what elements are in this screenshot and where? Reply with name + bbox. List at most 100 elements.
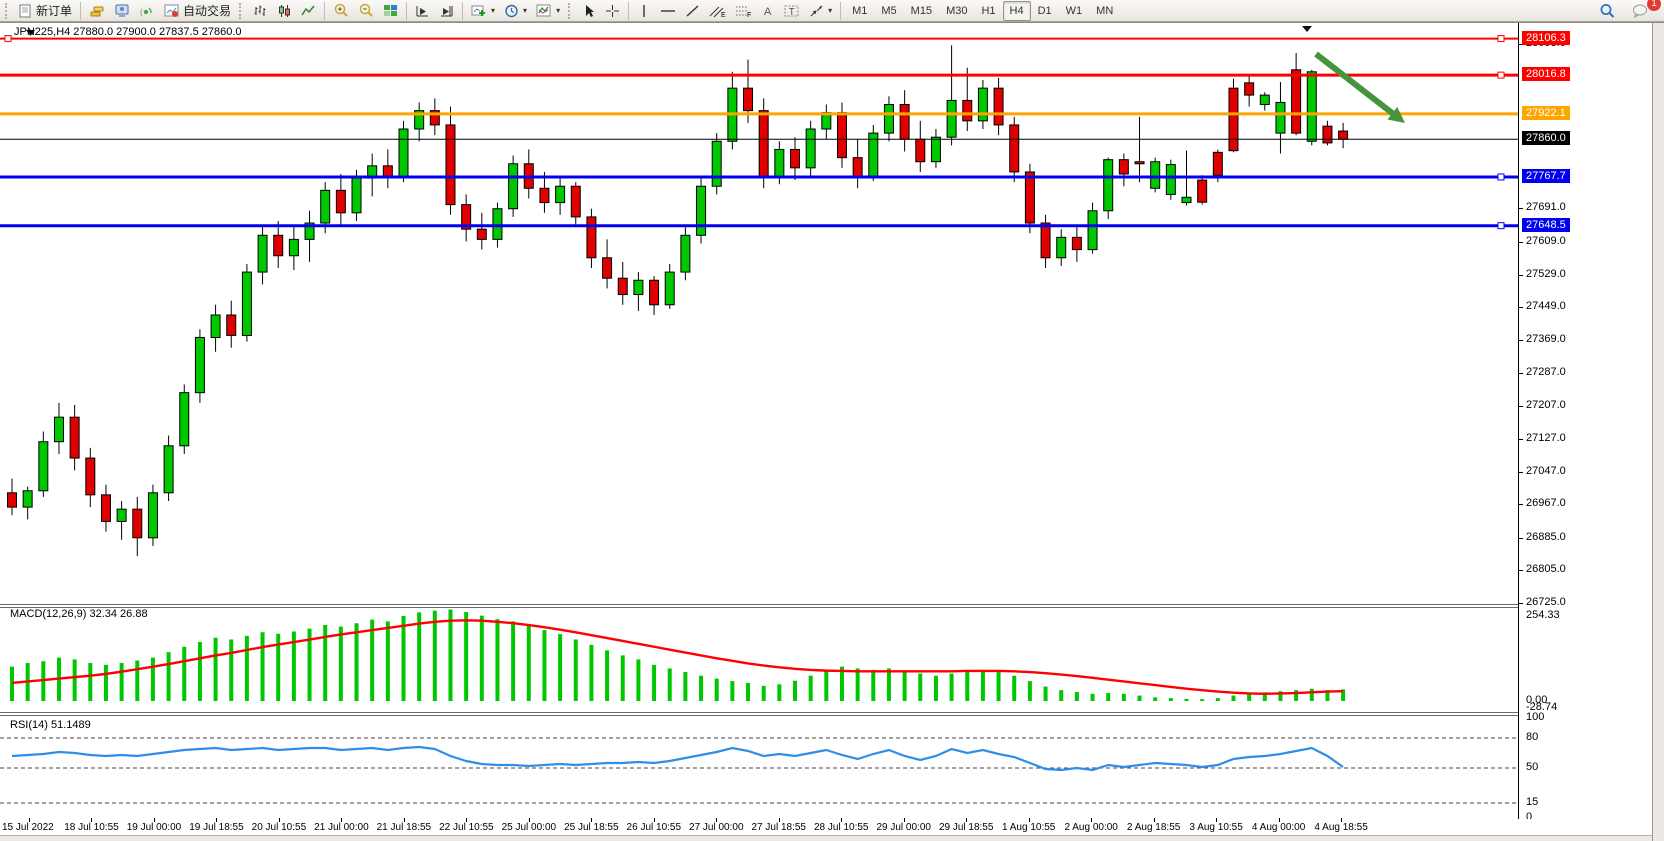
candle[interactable] <box>1181 196 1192 204</box>
candle[interactable] <box>743 87 754 112</box>
candle[interactable] <box>1322 125 1333 144</box>
candle[interactable] <box>476 228 487 240</box>
candle[interactable] <box>414 110 425 130</box>
candle[interactable] <box>22 490 33 508</box>
candle[interactable] <box>946 99 957 138</box>
text-tool-button[interactable]: A <box>757 1 779 21</box>
indicators-button[interactable]: ▾ <box>532 1 564 21</box>
line-handle[interactable] <box>1497 222 1505 230</box>
candle[interactable] <box>163 445 174 494</box>
candle[interactable] <box>758 110 769 177</box>
candle[interactable] <box>883 103 894 134</box>
candle[interactable] <box>1212 151 1223 176</box>
candle[interactable] <box>555 185 566 204</box>
line-handle[interactable] <box>1497 173 1505 181</box>
candle[interactable] <box>993 87 1004 126</box>
tile-windows-button[interactable] <box>379 1 402 21</box>
chart-window[interactable]: JPN225,H4 27880.0 27900.0 27837.5 27860.… <box>0 22 1664 841</box>
timeframe-button-mn[interactable]: MN <box>1096 4 1114 17</box>
candle[interactable] <box>617 277 628 296</box>
candle[interactable] <box>194 336 205 394</box>
candle[interactable] <box>852 157 863 177</box>
candle[interactable] <box>1103 159 1114 212</box>
crosshair-tool-button[interactable] <box>601 1 624 21</box>
candle[interactable] <box>570 185 581 218</box>
candle[interactable] <box>962 99 973 122</box>
candle[interactable] <box>790 148 800 169</box>
candle[interactable] <box>1071 236 1082 251</box>
candle[interactable] <box>7 492 17 508</box>
candle[interactable] <box>1338 130 1349 140</box>
candle[interactable] <box>210 314 221 338</box>
time-axis[interactable]: 15 Jul 2022 18 Jul 10:55 19 Jul 00:00 19 Ju… <box>0 818 1652 835</box>
timeframe-button-h1[interactable]: H1 <box>981 4 996 17</box>
line-chart-mode-button[interactable] <box>297 1 320 21</box>
candle[interactable] <box>711 140 722 187</box>
candle[interactable] <box>602 257 613 279</box>
candle[interactable] <box>445 124 456 206</box>
candle[interactable] <box>664 271 675 306</box>
candle[interactable] <box>351 177 362 214</box>
new-chart-button[interactable]: ▾ <box>467 1 499 21</box>
notifications-button[interactable]: 1 <box>1628 0 1661 21</box>
toolbar-grip[interactable] <box>568 2 574 19</box>
timeframe-button-d1[interactable]: D1 <box>1037 4 1052 17</box>
candle[interactable] <box>273 234 284 257</box>
bar-chart-mode-button[interactable] <box>249 1 272 21</box>
candle[interactable] <box>696 185 707 236</box>
candle[interactable] <box>930 136 941 163</box>
candle[interactable] <box>288 238 299 257</box>
candle[interactable] <box>1197 179 1208 203</box>
chart-shift-marker-icon[interactable] <box>1302 26 1312 32</box>
zoom-in-button[interactable] <box>329 1 353 21</box>
fibonacci-tool-button[interactable]: F <box>731 1 756 21</box>
candle[interactable] <box>320 189 331 224</box>
candle[interactable] <box>461 204 472 230</box>
candle[interactable] <box>649 279 660 306</box>
line-handle[interactable] <box>4 35 12 43</box>
horizontal-line-tool-button[interactable] <box>656 1 680 21</box>
candlestick-chart[interactable] <box>0 23 1652 841</box>
candle[interactable] <box>398 128 409 177</box>
candlestick-mode-button[interactable] <box>273 1 296 21</box>
chart-shift-button[interactable] <box>435 1 458 21</box>
signal-button[interactable] <box>135 1 159 21</box>
candle[interactable] <box>1040 222 1051 259</box>
candle[interactable] <box>257 234 268 273</box>
channel-tool-button[interactable]: E <box>705 1 730 21</box>
timeframe-button-m15[interactable]: M15 <box>910 4 933 17</box>
candle[interactable] <box>680 234 691 273</box>
auto-scroll-button[interactable] <box>411 1 434 21</box>
candle[interactable] <box>1291 69 1302 134</box>
trendline-tool-button[interactable] <box>681 1 704 21</box>
search-button[interactable] <box>1595 1 1620 21</box>
candle[interactable] <box>836 112 847 159</box>
candle[interactable] <box>1134 161 1145 165</box>
candle[interactable] <box>508 163 519 210</box>
candle[interactable] <box>53 416 64 443</box>
candle[interactable] <box>429 110 440 126</box>
candle[interactable] <box>539 187 550 204</box>
text-label-tool-button[interactable]: T <box>780 1 804 21</box>
arrows-tool-button[interactable]: ▾ <box>805 1 836 21</box>
candle[interactable] <box>1150 161 1161 189</box>
candle[interactable] <box>915 138 926 163</box>
price-axis[interactable]: 28093.027691.027609.027529.027449.027369… <box>1519 23 1652 835</box>
candle[interactable] <box>38 441 49 492</box>
terminal-button[interactable] <box>110 1 134 21</box>
candle[interactable] <box>116 508 127 522</box>
market-watch-button[interactable] <box>85 1 109 21</box>
vertical-line-tool-button[interactable] <box>633 1 655 21</box>
timeframe-button-m30[interactable]: M30 <box>946 4 968 17</box>
candle[interactable] <box>1024 171 1035 224</box>
candle[interactable] <box>899 103 910 140</box>
timeframe-button-m5[interactable]: M5 <box>881 4 897 17</box>
candle[interactable] <box>304 222 315 240</box>
candle[interactable] <box>1306 71 1317 142</box>
toolbar-grip[interactable] <box>239 2 245 19</box>
candle[interactable] <box>633 279 644 296</box>
timeframe-button-w1[interactable]: W1 <box>1065 4 1083 17</box>
toolbar-grip[interactable] <box>5 2 11 19</box>
candle[interactable] <box>382 165 393 177</box>
trend-arrow-annotation[interactable] <box>1314 51 1398 119</box>
